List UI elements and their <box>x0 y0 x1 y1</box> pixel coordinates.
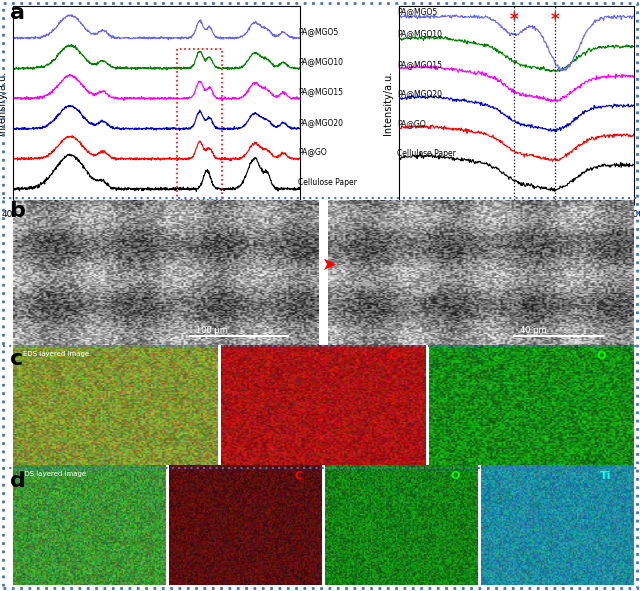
Text: Ti: Ti <box>600 471 611 481</box>
Text: PA@GO: PA@GO <box>298 147 327 157</box>
Text: 100 μm: 100 μm <box>196 326 228 335</box>
Text: b: b <box>10 201 26 221</box>
Text: EDS layered image: EDS layered image <box>23 351 89 357</box>
Text: ➤: ➤ <box>322 255 337 274</box>
Text: PA@MGO10: PA@MGO10 <box>298 57 343 66</box>
Text: EDS layered image: EDS layered image <box>20 471 86 477</box>
Text: PA@MGO20: PA@MGO20 <box>298 118 343 128</box>
Text: PA@MGO20: PA@MGO20 <box>397 89 442 98</box>
X-axis label: Wavenumber/cm⁻¹: Wavenumber/cm⁻¹ <box>110 225 202 235</box>
Bar <box>177 48 222 200</box>
Text: PA@GO: PA@GO <box>397 119 426 128</box>
Text: O: O <box>597 351 606 361</box>
Text: Cellulose Paper: Cellulose Paper <box>397 150 456 158</box>
Text: O: O <box>450 471 460 481</box>
Text: 40 μm: 40 μm <box>520 326 547 335</box>
Text: Cellulose Paper: Cellulose Paper <box>298 178 357 187</box>
Text: a: a <box>10 3 24 23</box>
Text: c: c <box>10 349 23 369</box>
Y-axis label: Intensity/a.u.: Intensity/a.u. <box>0 71 7 135</box>
Text: PA@MGO10: PA@MGO10 <box>397 29 442 38</box>
Text: *: * <box>509 11 518 29</box>
Y-axis label: Intensity/a.u.: Intensity/a.u. <box>383 71 394 135</box>
Text: C: C <box>388 351 397 361</box>
Text: PA@MGO5: PA@MGO5 <box>298 27 339 35</box>
Text: d: d <box>10 471 26 491</box>
Text: PA@MGO15: PA@MGO15 <box>298 87 343 96</box>
Text: PA@MGO15: PA@MGO15 <box>397 60 442 69</box>
Text: PA@MGO5: PA@MGO5 <box>397 8 438 17</box>
Text: C: C <box>294 471 302 481</box>
X-axis label: Wavenumber/cm⁻¹: Wavenumber/cm⁻¹ <box>470 225 563 235</box>
Text: *: * <box>551 11 559 29</box>
